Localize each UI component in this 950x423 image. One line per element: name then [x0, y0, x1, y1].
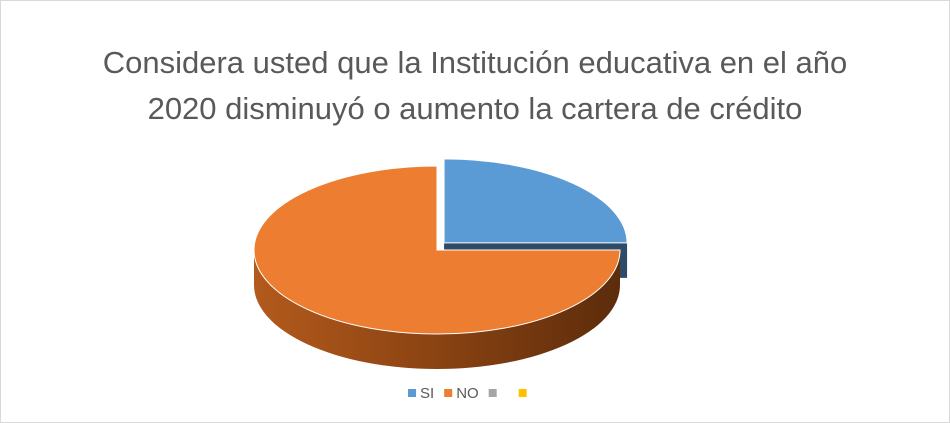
slice	[443, 158, 628, 244]
legend-swatch	[488, 389, 497, 397]
legend-swatch	[518, 389, 527, 397]
slice	[253, 165, 621, 335]
chart-title: Considera usted que la Institución educa…	[102, 45, 848, 126]
legend-label: SI	[420, 385, 434, 402]
slice-side	[254, 250, 620, 369]
legend-swatch	[444, 389, 453, 397]
legend-label: NO	[456, 385, 479, 402]
legend-swatch	[408, 389, 416, 397]
